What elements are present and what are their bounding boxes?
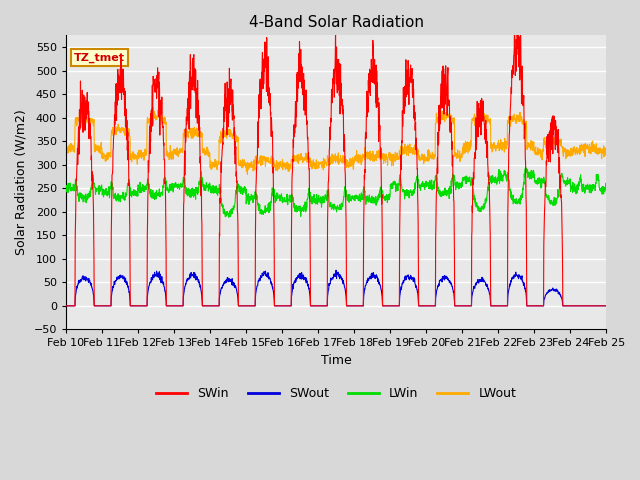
Y-axis label: Solar Radiation (W/m2): Solar Radiation (W/m2) — [15, 109, 28, 255]
Legend: SWin, SWout, LWin, LWout: SWin, SWout, LWin, LWout — [151, 383, 521, 406]
Text: TZ_tmet: TZ_tmet — [74, 52, 125, 62]
X-axis label: Time: Time — [321, 354, 351, 367]
Title: 4-Band Solar Radiation: 4-Band Solar Radiation — [249, 15, 424, 30]
